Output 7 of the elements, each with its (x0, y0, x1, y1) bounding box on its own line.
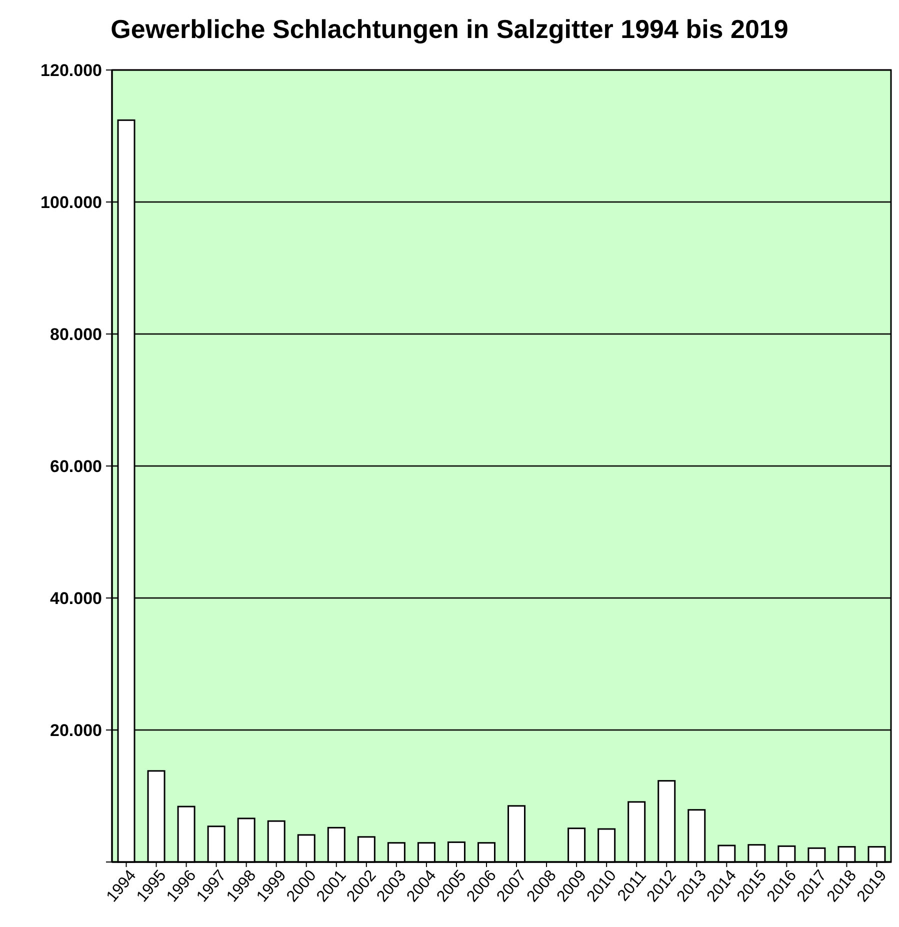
y-tick-label: 20.000 (50, 720, 102, 740)
y-tick-label: 40.000 (50, 588, 102, 608)
y-tick-label: 100.000 (40, 192, 102, 212)
y-tick-label: 60.000 (50, 456, 102, 476)
y-tick-label: 120.000 (40, 60, 102, 80)
chart-title: Gewerbliche Schlachtungen in Salzgitter 1994 bis 2019 (110, 14, 788, 44)
y-tick-label: 80.000 (50, 324, 102, 344)
